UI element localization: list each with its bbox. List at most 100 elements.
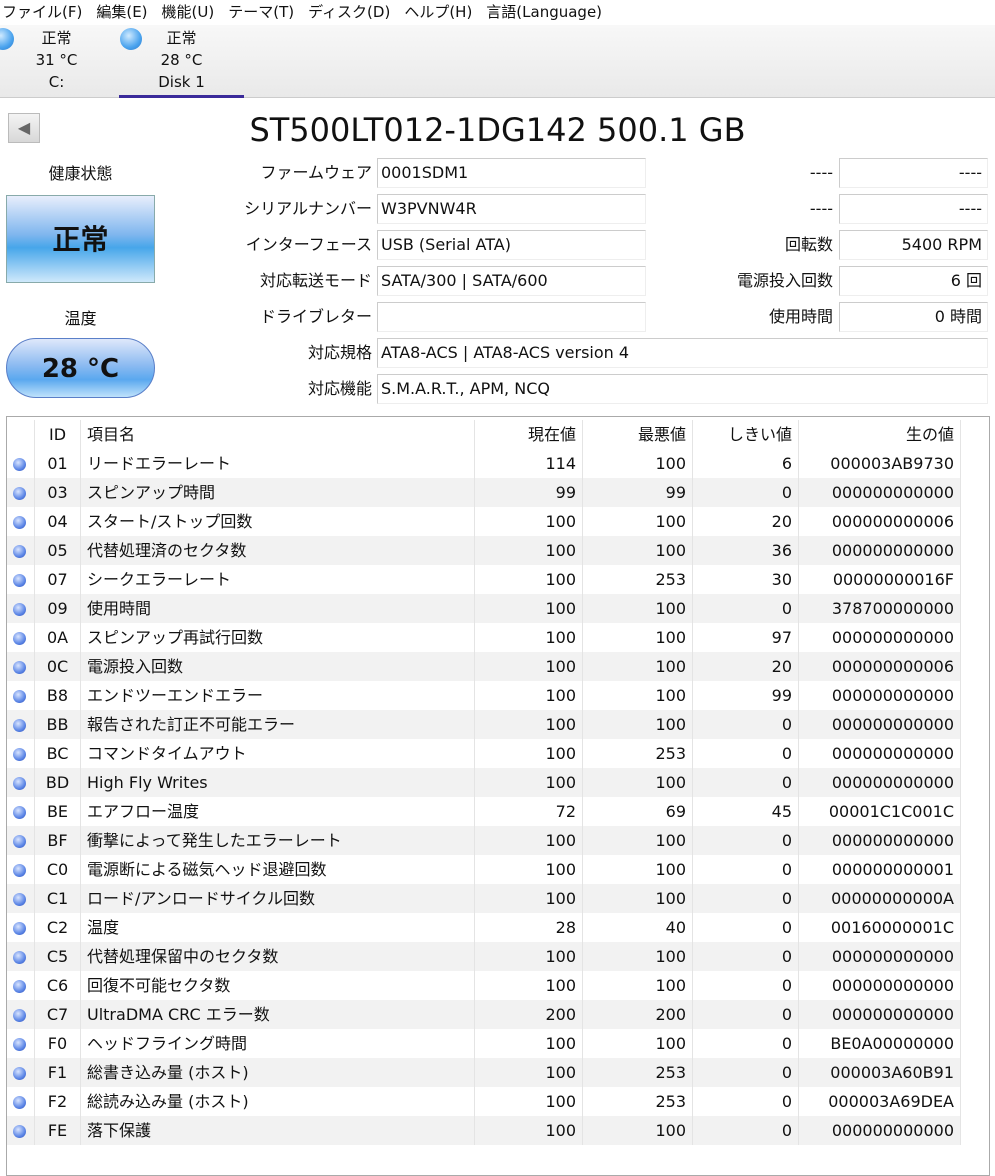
menu-language[interactable]: 言語(Language) xyxy=(486,3,603,21)
table-cell: 40 xyxy=(583,913,693,942)
table-cell: 0 xyxy=(693,1029,799,1058)
table-row[interactable]: 01 リードエラーレート 114 100 6 000003AB9730 xyxy=(7,449,961,478)
column-header[interactable] xyxy=(7,420,35,449)
table-row[interactable]: C2 温度 28 40 0 00160000001C xyxy=(7,913,961,942)
table-cell: 0 xyxy=(693,594,799,623)
table-row[interactable]: 03 スピンアップ時間 99 99 0 000000000000 xyxy=(7,478,961,507)
table-row[interactable]: BE エアフロー温度 72 69 45 00001C1C001C xyxy=(7,797,961,826)
table-row[interactable]: BD High Fly Writes 100 100 0 000000000000 xyxy=(7,768,961,797)
column-header[interactable]: 生の値 xyxy=(799,420,961,449)
status-dot-icon xyxy=(13,545,26,558)
table-cell: 100 xyxy=(475,507,583,536)
table-cell: 20 xyxy=(693,507,799,536)
table-row[interactable]: F2 総読み込み量 (ホスト) 100 253 0 000003A69DEA xyxy=(7,1087,961,1116)
table-cell: BD xyxy=(35,768,81,797)
status-cell xyxy=(7,449,35,478)
table-row[interactable]: 07 シークエラーレート 100 253 30 00000000016F xyxy=(7,565,961,594)
table-cell: 000000000000 xyxy=(799,739,961,768)
table-row[interactable]: F1 総書き込み量 (ホスト) 100 253 0 000003A60B91 xyxy=(7,1058,961,1087)
table-cell: 6 xyxy=(693,449,799,478)
table-cell: 09 xyxy=(35,594,81,623)
table-row[interactable]: C0 電源断による磁気ヘッド退避回数 100 100 0 000000000001 xyxy=(7,855,961,884)
table-cell: 72 xyxy=(475,797,583,826)
disk-name: Disk 1 xyxy=(158,73,205,91)
column-header[interactable]: ID xyxy=(35,420,81,449)
menu-edit[interactable]: 編集(E) xyxy=(96,3,148,21)
table-cell: 100 xyxy=(475,855,583,884)
menu-function[interactable]: 機能(U) xyxy=(161,3,215,21)
table-cell: 28 xyxy=(475,913,583,942)
status-cell xyxy=(7,478,35,507)
table-cell: 100 xyxy=(475,594,583,623)
table-row[interactable]: 05 代替処理済のセクタ数 100 100 36 000000000000 xyxy=(7,536,961,565)
health-status-button[interactable]: 正常 xyxy=(6,195,155,283)
table-row[interactable]: C7 UltraDMA CRC エラー数 200 200 0 000000000000 xyxy=(7,1000,961,1029)
field-label: インターフェース xyxy=(245,235,372,254)
table-cell: 100 xyxy=(475,710,583,739)
table-cell: 0 xyxy=(693,913,799,942)
column-header[interactable]: 項目名 xyxy=(81,420,475,449)
table-cell: 200 xyxy=(475,1000,583,1029)
right-field-value: 6 回 xyxy=(839,266,988,296)
table-cell: F2 xyxy=(35,1087,81,1116)
status-cell xyxy=(7,1087,35,1116)
table-row[interactable]: 0A スピンアップ再試行回数 100 100 97 000000000000 xyxy=(7,623,961,652)
table-cell: BE0A00000000 xyxy=(799,1029,961,1058)
status-cell xyxy=(7,971,35,1000)
status-ball-icon xyxy=(0,28,14,50)
table-cell: コマンドタイムアウト xyxy=(81,739,475,768)
status-cell xyxy=(7,739,35,768)
table-row[interactable]: 0C 電源投入回数 100 100 20 000000000006 xyxy=(7,652,961,681)
status-dot-icon xyxy=(13,835,26,848)
table-row[interactable]: 04 スタート/ストップ回数 100 100 20 000000000006 xyxy=(7,507,961,536)
right-field-value: ---- xyxy=(839,194,988,224)
table-cell: スタート/ストップ回数 xyxy=(81,507,475,536)
table-row[interactable]: F0 ヘッドフライング時間 100 100 0 BE0A00000000 xyxy=(7,1029,961,1058)
table-cell: 回復不可能セクタ数 xyxy=(81,971,475,1000)
table-cell: 04 xyxy=(35,507,81,536)
menu-disk[interactable]: ディスク(D) xyxy=(308,3,391,21)
table-cell: 代替処理済のセクタ数 xyxy=(81,536,475,565)
status-dot-icon xyxy=(13,574,26,587)
smart-table[interactable]: ID 項目名 現在値 最悪値 しきい値 生の値 01 リードエラーレート 114 100 6 0000… xyxy=(6,416,990,1176)
table-row[interactable]: BC コマンドタイムアウト 100 253 0 000000000000 xyxy=(7,739,961,768)
table-cell: 000000000000 xyxy=(799,942,961,971)
menu-help[interactable]: ヘルプ(H) xyxy=(404,3,473,21)
menu-theme[interactable]: テーマ(T) xyxy=(228,3,295,21)
disk-tab-c[interactable]: 正常 31 °C C: xyxy=(0,25,119,98)
previous-disk-button[interactable]: ◀ xyxy=(8,113,40,143)
table-cell: C1 xyxy=(35,884,81,913)
status-dot-icon xyxy=(13,980,26,993)
column-header[interactable]: しきい値 xyxy=(693,420,799,449)
table-cell: スピンアップ再試行回数 xyxy=(81,623,475,652)
table-cell: 000003A60B91 xyxy=(799,1058,961,1087)
table-cell: UltraDMA CRC エラー数 xyxy=(81,1000,475,1029)
status-cell xyxy=(7,797,35,826)
temperature-button[interactable]: 28 °C xyxy=(6,338,155,398)
table-cell: 03 xyxy=(35,478,81,507)
field-label: 対応転送モード xyxy=(259,271,372,290)
table-cell: 衝撃によって発生したエラーレート xyxy=(81,826,475,855)
table-cell: 000000000000 xyxy=(799,623,961,652)
table-cell: 07 xyxy=(35,565,81,594)
table-row[interactable]: C6 回復不可能セクタ数 100 100 0 000000000000 xyxy=(7,971,961,1000)
table-cell: 0 xyxy=(693,1058,799,1087)
menu-file[interactable]: ファイル(F) xyxy=(2,3,83,21)
column-header[interactable]: 最悪値 xyxy=(583,420,693,449)
table-row[interactable]: C5 代替処理保留中のセクタ数 100 100 0 000000000000 xyxy=(7,942,961,971)
column-header[interactable]: 現在値 xyxy=(475,420,583,449)
table-cell: BF xyxy=(35,826,81,855)
table-row[interactable]: 09 使用時間 100 100 0 378700000000 xyxy=(7,594,961,623)
disk-tab-disk1[interactable]: 正常 28 °C Disk 1 xyxy=(119,25,244,98)
status-dot-icon xyxy=(13,1067,26,1080)
table-row[interactable]: BB 報告された訂正不可能エラー 100 100 0 000000000000 xyxy=(7,710,961,739)
field-value: W3PVNW4R xyxy=(377,194,646,224)
table-row[interactable]: C1 ロード/アンロードサイクル回数 100 100 0 00000000000A xyxy=(7,884,961,913)
table-row[interactable]: B8 エンドツーエンドエラー 100 100 99 000000000000 xyxy=(7,681,961,710)
status-cell xyxy=(7,681,35,710)
table-cell: 総読み込み量 (ホスト) xyxy=(81,1087,475,1116)
table-row[interactable]: FE 落下保護 100 100 0 000000000000 xyxy=(7,1116,961,1145)
field-value xyxy=(377,302,646,332)
table-row[interactable]: BF 衝撃によって発生したエラーレート 100 100 0 000000000000 xyxy=(7,826,961,855)
table-cell: 100 xyxy=(475,739,583,768)
